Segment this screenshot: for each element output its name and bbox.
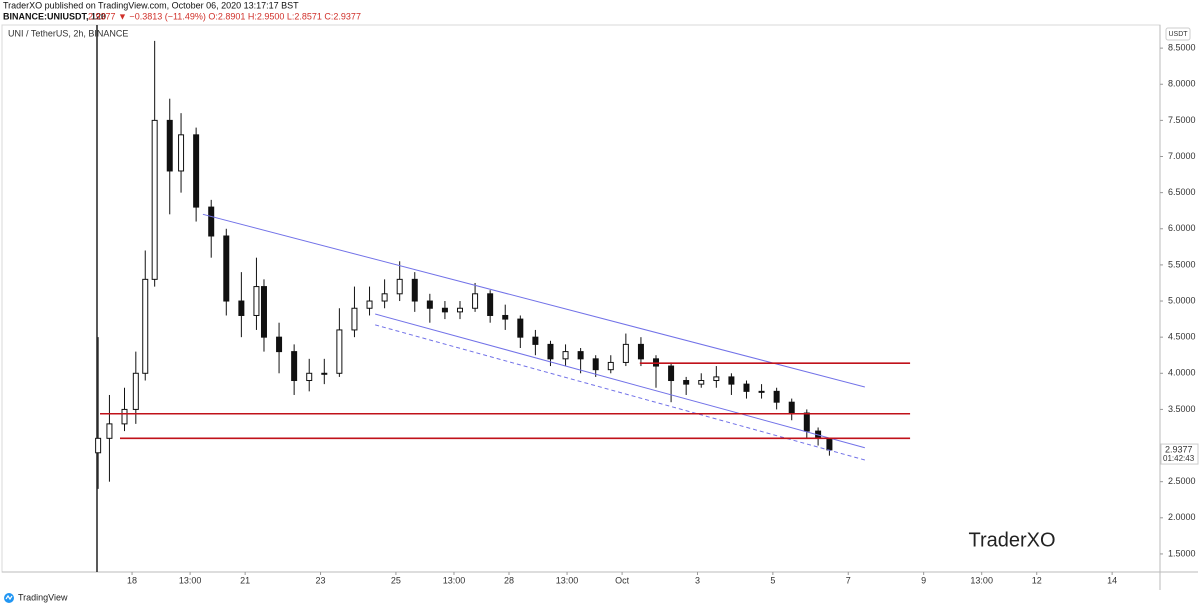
y-tick-label: 5.0000 (1168, 295, 1196, 305)
x-tick-label: 14 (1107, 575, 1117, 585)
brand-logo (4, 593, 14, 603)
candle-body (121, 408, 128, 425)
candle-body (396, 278, 403, 295)
y-tick-label: 6.5000 (1168, 187, 1196, 197)
y-tick-label: 7.0000 (1168, 151, 1196, 161)
y-tick-label: 7.5000 (1168, 115, 1196, 125)
candle-body (683, 380, 690, 385)
candle-body (366, 300, 373, 309)
candle-body (487, 293, 494, 316)
candle-body (622, 343, 629, 363)
y-tick-label: 8.5000 (1168, 42, 1196, 52)
candle-body (166, 119, 173, 172)
x-tick-label: 23 (316, 575, 326, 585)
x-tick-label: 25 (391, 575, 401, 585)
candle-body (426, 300, 433, 309)
x-tick-label: 3 (695, 575, 700, 585)
candle-body (223, 235, 230, 302)
x-tick-label: 5 (770, 575, 775, 585)
x-tick-label: 21 (240, 575, 250, 585)
currency: USDT (1168, 31, 1188, 38)
candle-body (456, 307, 463, 313)
candle-body (773, 390, 780, 403)
x-tick-label: 13:00 (556, 575, 579, 585)
candle-body (441, 307, 448, 313)
drawn-line (375, 324, 865, 461)
y-tick-label: 1.5000 (1168, 548, 1196, 558)
candle-body (592, 358, 599, 371)
candle-body (577, 351, 584, 360)
candle-body (178, 134, 185, 172)
x-tick-label: 9 (921, 575, 926, 585)
candle-body (132, 372, 139, 410)
candle-body (381, 293, 388, 302)
y-tick-label: 4.5000 (1168, 332, 1196, 342)
candle-body (713, 376, 720, 382)
candle-body (826, 437, 833, 451)
last-price-box (1160, 443, 1199, 465)
x-tick-label: Oct (615, 575, 630, 585)
candle-body (95, 437, 102, 454)
candle-body (698, 380, 705, 385)
candle-body (142, 278, 149, 374)
candle-body (291, 351, 298, 382)
header: TraderXO published on TradingView.com, O… (3, 0, 299, 10)
candle-body (668, 365, 675, 382)
candle-body (336, 329, 343, 374)
candle-body (151, 119, 158, 280)
y-tick-label: 4.0000 (1168, 368, 1196, 378)
drawn-line (202, 213, 865, 388)
candle-body (306, 372, 313, 382)
chart-title: UNI / TetherUS, 2h, BINANCE (8, 28, 128, 38)
candle-body (547, 343, 554, 360)
y-tick-label: 2.5000 (1168, 476, 1196, 486)
countdown: 01:42:43 (1163, 454, 1195, 463)
candle-body (276, 336, 283, 353)
symbol: BINANCE:UNIUSDT, 120 (3, 11, 106, 21)
candle-body (106, 423, 113, 439)
candle-body (208, 206, 215, 237)
x-tick-label: 18 (127, 575, 137, 585)
candle-body (607, 361, 614, 371)
x-tick-label: 7 (846, 575, 851, 585)
candle-body (411, 278, 418, 302)
candle-body (758, 390, 765, 393)
brand: TradingView (18, 592, 68, 602)
candle-body (351, 307, 358, 331)
candle-body (193, 134, 200, 208)
candle-body (728, 376, 735, 385)
y-tick-label: 2.0000 (1168, 512, 1196, 522)
watermark: TraderXO (968, 529, 1055, 551)
y-tick-label: 5.5000 (1168, 259, 1196, 269)
candle-body (532, 336, 539, 345)
x-tick-label: 28 (504, 575, 514, 585)
y-tick-label: 8.0000 (1168, 79, 1196, 89)
x-tick-label: 13:00 (443, 575, 466, 585)
y-tick-label: 6.0000 (1168, 223, 1196, 233)
candle-body (238, 300, 245, 316)
candle-body (562, 351, 569, 360)
candle-body (637, 343, 644, 360)
candle-body (743, 383, 750, 392)
currency-box (1165, 27, 1191, 41)
candle-body (502, 314, 509, 320)
x-tick-label: 13:00 (179, 575, 202, 585)
candle-body (321, 372, 328, 375)
quote: 2.9377 ▼ −0.3813 (−11.49%) O:2.8901 H:2.… (88, 11, 361, 21)
candle-body (788, 401, 795, 414)
last-price: 2.9377 (1165, 444, 1193, 454)
candle-body (472, 293, 479, 309)
y-tick-label: 3.5000 (1168, 404, 1196, 414)
drawn-line (375, 313, 865, 449)
x-tick-label: 13:00 (970, 575, 993, 585)
candle-body (803, 412, 810, 432)
candle-body (260, 286, 267, 338)
x-tick-label: 12 (1032, 575, 1042, 585)
candle-body (253, 286, 260, 316)
candle-body (517, 318, 524, 338)
